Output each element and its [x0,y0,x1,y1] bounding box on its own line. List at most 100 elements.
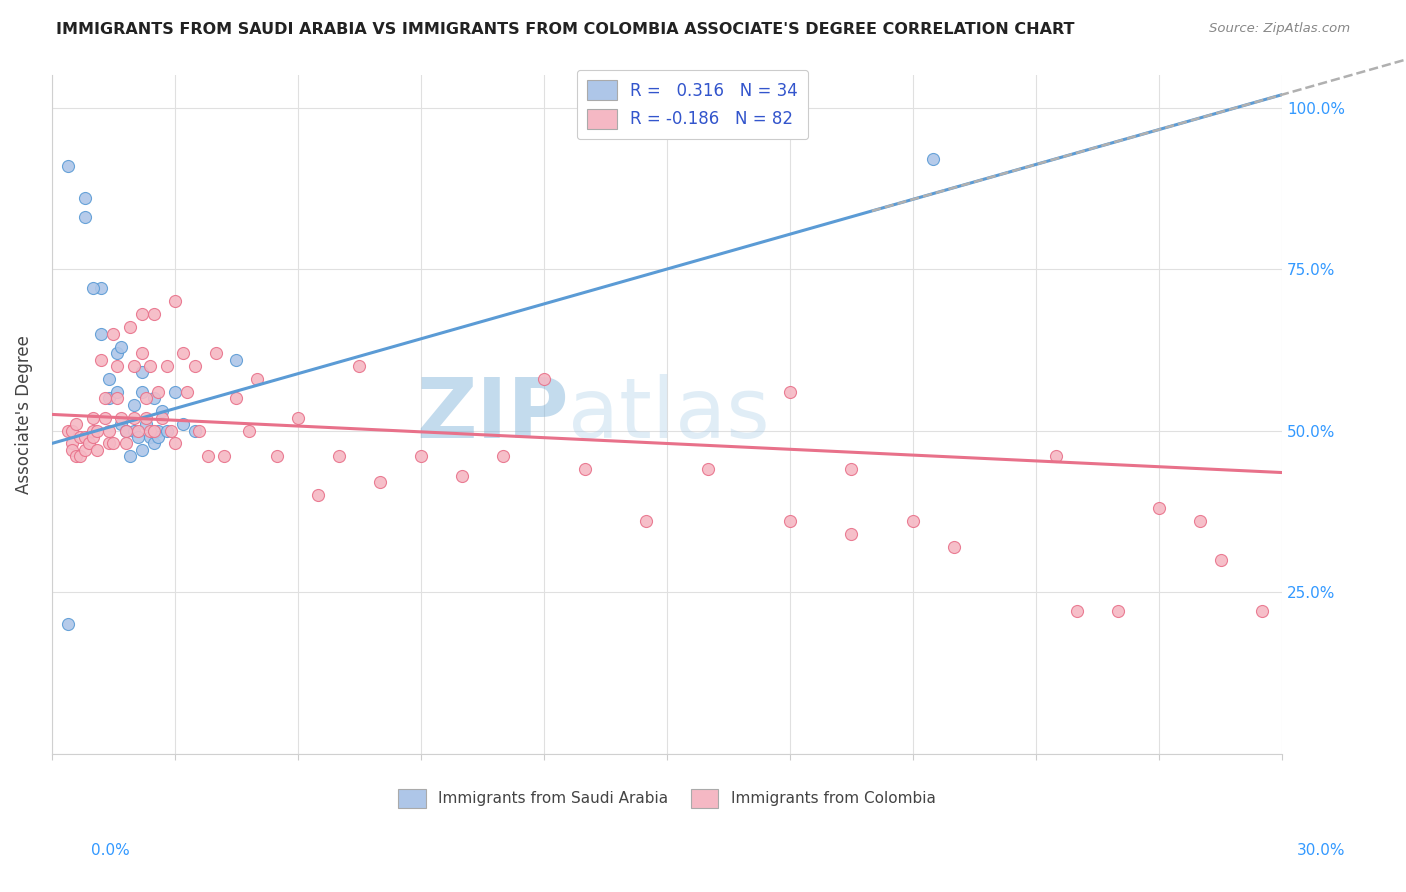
Point [122,398,145,412]
Point [148,424,170,438]
Point [90,281,112,295]
Point [1147,501,1170,516]
Point [56,617,79,632]
Point [94,391,117,405]
Point [90,326,112,341]
Point [172,346,194,360]
Text: 0.0%: 0.0% [91,843,131,858]
Point [139,359,162,373]
Point [73,430,96,444]
Point [98,436,121,450]
Point [184,424,207,438]
Point [118,320,141,334]
Point [143,307,166,321]
Point [122,410,145,425]
Point [82,430,104,444]
Point [60,436,83,450]
Point [73,211,96,225]
Point [122,424,145,438]
Point [901,514,924,528]
Point [368,475,391,490]
Point [73,191,96,205]
Point [184,359,207,373]
Point [148,384,170,399]
Point [197,450,219,464]
Point [118,450,141,464]
Point [139,430,162,444]
Point [148,430,170,444]
Point [127,430,149,444]
Point [131,307,153,321]
Text: Source: ZipAtlas.com: Source: ZipAtlas.com [1209,22,1350,36]
Text: 30.0%: 30.0% [1298,843,1346,858]
Point [1066,604,1088,618]
Point [1045,450,1067,464]
Point [1209,553,1232,567]
Point [135,417,157,431]
Point [328,450,350,464]
Point [77,436,100,450]
Point [110,410,132,425]
Point [287,410,309,425]
Point [636,514,658,528]
Point [163,436,186,450]
Point [188,424,211,438]
Point [152,404,174,418]
Point [110,417,132,431]
Point [98,424,121,438]
Point [922,153,945,167]
Point [56,159,79,173]
Point [1250,604,1272,618]
Point [90,352,112,367]
Point [779,384,801,399]
Point [135,391,157,405]
Point [103,436,125,450]
Point [122,359,145,373]
Point [163,384,186,399]
Text: IMMIGRANTS FROM SAUDI ARABIA VS IMMIGRANTS FROM COLOMBIA ASSOCIATE'S DEGREE CORR: IMMIGRANTS FROM SAUDI ARABIA VS IMMIGRAN… [56,22,1074,37]
Point [574,462,596,476]
Point [212,450,235,464]
Point [238,424,260,438]
Point [172,417,194,431]
Point [65,417,87,431]
Point [73,442,96,457]
Point [135,410,157,425]
Point [98,372,121,386]
Point [266,450,288,464]
Point [69,430,91,444]
Point [82,410,104,425]
Point [127,424,149,438]
Point [450,468,472,483]
Point [131,442,153,457]
Point [225,352,247,367]
Point [841,462,863,476]
Point [131,384,153,399]
Point [176,384,198,399]
Point [110,340,132,354]
Point [225,391,247,405]
Point [779,514,801,528]
Point [131,346,153,360]
Point [1188,514,1211,528]
Point [139,424,162,438]
Point [841,527,863,541]
Point [82,424,104,438]
Point [533,372,555,386]
Point [246,372,269,386]
Point [60,442,83,457]
Point [105,384,128,399]
Point [349,359,371,373]
Point [82,281,104,295]
Point [114,424,136,438]
Point [86,442,108,457]
Point [143,424,166,438]
Point [143,436,166,450]
Point [696,462,718,476]
Y-axis label: Associate's Degree: Associate's Degree [15,335,32,494]
Point [65,450,87,464]
Point [56,424,79,438]
Point [103,326,125,341]
Text: atlas: atlas [568,374,770,455]
Point [492,450,515,464]
